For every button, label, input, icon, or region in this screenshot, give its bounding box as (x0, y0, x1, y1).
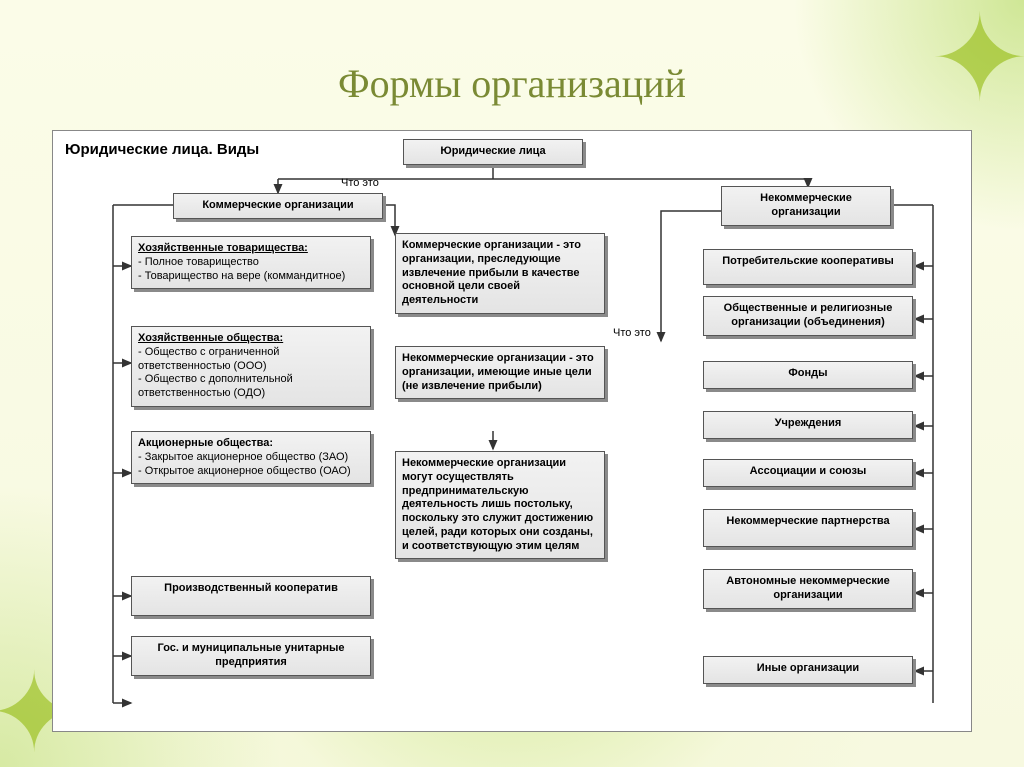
node-jsc-i0: - Закрытое акционерное общество (ЗАО) (138, 451, 348, 463)
node-partnerships: Хозяйственные товарищества: - Полное тов… (131, 236, 371, 289)
node-note-noncommercial: Некоммерческие организации могут осущест… (395, 451, 605, 559)
node-right-7: Иные организации (703, 656, 913, 684)
label-what-1: Что это (341, 177, 379, 189)
diagram-subheader: Юридические лица. Виды (65, 141, 259, 158)
diagram-frame: Юридические лица. Виды (52, 130, 972, 732)
node-def-noncommercial: Некоммерческие организации - это организ… (395, 346, 605, 399)
node-companies-hd: Хозяйственные общества: (138, 332, 283, 344)
node-right-2: Фонды (703, 361, 913, 389)
node-right-3: Учреждения (703, 411, 913, 439)
node-jsc: Акционерные общества: - Закрытое акционе… (131, 431, 371, 484)
node-companies-i1: - Общество с дополнительной ответственно… (138, 373, 293, 399)
node-jsc-i1: - Открытое акционерное общество (ОАО) (138, 465, 351, 477)
node-right-4: Ассоциации и союзы (703, 459, 913, 487)
node-note-noncommercial-t: Некоммерческие организации могут осущест… (402, 457, 593, 552)
node-companies-i0: - Общество с ограниченной ответственност… (138, 346, 279, 372)
node-right-1: Общественные и религиозные организации (… (703, 296, 913, 336)
node-partnerships-hd: Хозяйственные товарищества: (138, 242, 308, 254)
node-noncommercial-header: Некоммерческие организации (721, 186, 891, 226)
node-def-commercial: Коммерческие организации - это организац… (395, 233, 605, 314)
node-companies: Хозяйственные общества: - Общество с огр… (131, 326, 371, 407)
node-commercial-header: Коммерческие организации (173, 193, 383, 219)
node-partnerships-i0: - Полное товарищество (138, 256, 259, 268)
node-right-0: Потребительские кооперативы (703, 249, 913, 285)
node-partnerships-i1: - Товарищество на вере (коммандитное) (138, 270, 345, 282)
node-right-6: Автономные некоммерческие организации (703, 569, 913, 609)
label-what-2: Что это (613, 327, 651, 339)
node-coop: Производственный кооператив (131, 576, 371, 616)
node-right-5: Некоммерческие партнерства (703, 509, 913, 547)
node-root: Юридические лица (403, 139, 583, 165)
node-jsc-hd: Акционерные общества: (138, 437, 273, 449)
slide-title: Формы организаций (0, 60, 1024, 107)
node-unitary: Гос. и муниципальные унитарные предприят… (131, 636, 371, 676)
node-def-commercial-t: Коммерческие организации - это организац… (402, 239, 581, 306)
node-def-noncommercial-t: Некоммерческие организации - это организ… (402, 352, 594, 392)
